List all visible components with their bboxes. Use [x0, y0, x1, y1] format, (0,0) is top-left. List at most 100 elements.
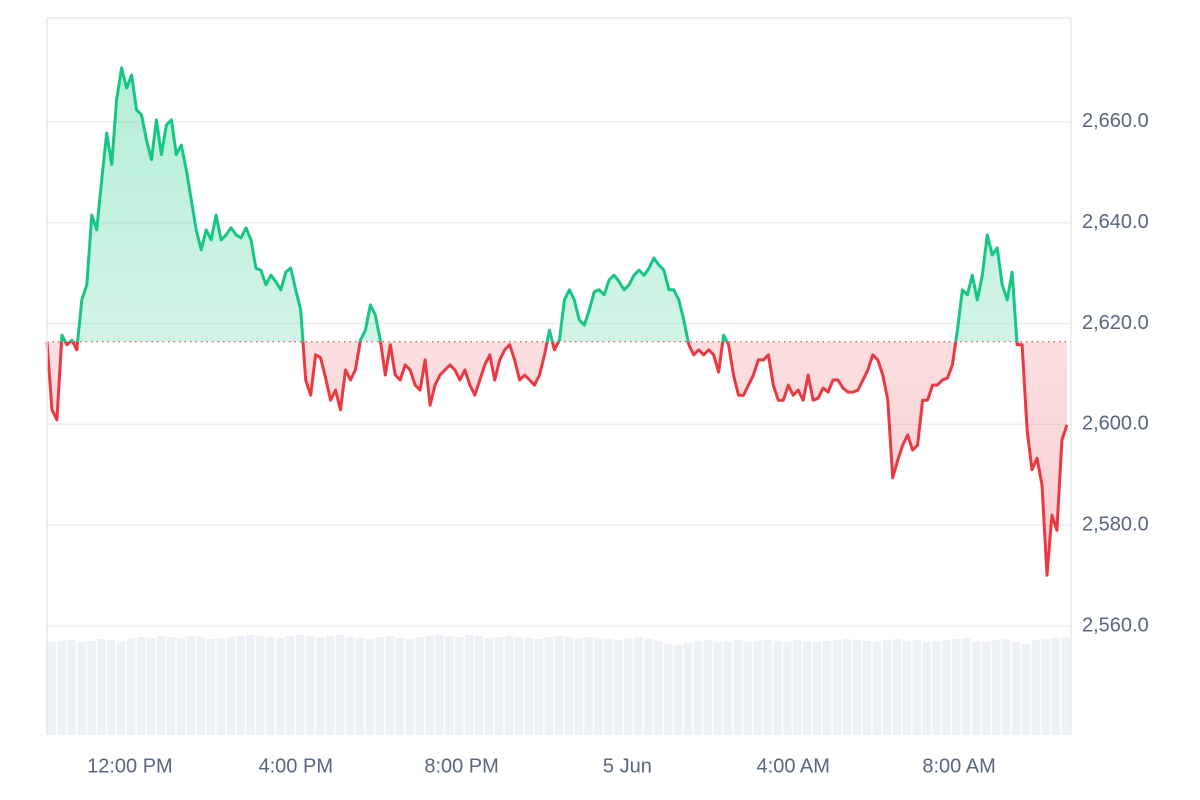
volume-bar	[753, 641, 762, 735]
volume-bar	[803, 641, 812, 735]
volume-bar	[693, 641, 703, 735]
volume-bar	[1031, 640, 1041, 735]
volume-bar	[564, 637, 573, 735]
volume-bar	[653, 641, 663, 735]
y-tick-label: 2,640.0	[1082, 211, 1149, 233]
volume-bar	[852, 640, 862, 735]
volume-bar	[1011, 642, 1021, 735]
volume-bar	[882, 640, 892, 735]
volume-bar	[465, 635, 474, 735]
y-tick-label: 2,620.0	[1082, 312, 1149, 334]
volume-bar	[296, 635, 305, 735]
volume-bar	[644, 639, 653, 735]
volume-bar	[982, 642, 991, 735]
volume-bar	[455, 637, 464, 735]
volume-bar	[405, 639, 414, 735]
volume-bar	[1041, 639, 1051, 735]
x-tick-label: 5 Jun	[603, 755, 652, 777]
volume-bar	[206, 639, 216, 735]
x-tick-label: 4:00 PM	[259, 755, 333, 777]
x-tick-label: 4:00 AM	[757, 755, 830, 777]
x-tick-label: 8:00 PM	[424, 755, 498, 777]
volume-bar	[266, 637, 275, 735]
volume-bar	[1001, 639, 1011, 735]
volume-bar	[107, 640, 116, 735]
volume-bar	[594, 638, 603, 735]
volume-bar	[683, 643, 693, 735]
volume-bar	[932, 641, 941, 735]
volume-bar	[624, 638, 633, 735]
volume-bar	[196, 637, 206, 735]
volume-bar	[763, 640, 772, 735]
volume-bar	[127, 638, 136, 735]
volume-bar	[673, 645, 683, 735]
plot	[45, 66, 1071, 577]
volume-bar	[574, 638, 583, 735]
volume-bar	[942, 640, 951, 735]
volume-bar	[166, 637, 176, 735]
y-tick-label: 2,600.0	[1082, 413, 1149, 435]
volume-bar	[912, 640, 921, 735]
volume-bar	[484, 638, 494, 735]
volume-bar	[663, 644, 673, 735]
volume-bar	[57, 641, 66, 735]
volume-bar	[305, 636, 315, 735]
volume-bar	[186, 636, 196, 735]
volume-bar	[813, 642, 822, 735]
volume-bar	[375, 637, 385, 735]
volume-bar	[922, 642, 931, 735]
volume-bar	[872, 642, 882, 735]
volume-bar	[1061, 637, 1070, 735]
price-line-down	[45, 341, 1069, 577]
y-tick-label: 2,560.0	[1082, 614, 1149, 636]
volume-bar	[554, 636, 563, 735]
volume-bar	[156, 636, 166, 735]
volume-bar	[445, 636, 454, 735]
volume-bar	[1051, 638, 1061, 735]
volume-bar	[634, 637, 643, 735]
volume-bar	[842, 639, 852, 735]
volume-bar	[87, 641, 96, 735]
volume-bar	[723, 641, 732, 735]
x-tick-label: 8:00 AM	[922, 755, 995, 777]
x-tick-label: 12:00 PM	[87, 755, 173, 777]
volume-bar	[862, 641, 872, 735]
volume-bar	[345, 637, 355, 735]
volume-bar	[146, 638, 156, 735]
volume-bar	[902, 641, 911, 735]
volume-bar	[47, 642, 56, 735]
volume-bar	[246, 635, 255, 735]
volume-bar	[584, 637, 593, 735]
y-tick-label: 2,580.0	[1082, 514, 1149, 536]
volume-bar	[216, 638, 225, 735]
volume-bar	[713, 642, 723, 735]
volume-bar	[962, 638, 971, 735]
volume-bar	[97, 639, 106, 735]
volume-bar	[991, 640, 1001, 735]
volume-bar	[435, 635, 444, 735]
volume-bar	[614, 640, 623, 735]
volume-bar	[733, 640, 742, 735]
volume-bar	[783, 642, 792, 735]
volume-bar	[494, 637, 504, 735]
volume-bar	[315, 637, 325, 735]
volume-bar	[534, 639, 544, 735]
volume-bar	[385, 636, 394, 735]
volume-bar	[544, 637, 554, 735]
volume-bar	[77, 642, 86, 735]
volume-bar	[952, 639, 961, 735]
volume-bar	[1021, 644, 1031, 735]
volume-bar	[415, 637, 424, 735]
volume-bar	[892, 639, 901, 735]
volume-bar	[256, 636, 265, 735]
volume-bar	[604, 639, 613, 735]
volume-bars	[47, 635, 1070, 735]
volume-bar	[335, 635, 345, 735]
volume-bar	[474, 636, 484, 735]
volume-bar	[793, 640, 802, 735]
axes: 2,560.0 2,580.0 2,600.0 2,620.0 2,640.0 2,660…	[46, 17, 1149, 777]
volume-bar	[276, 638, 285, 735]
volume-bar	[504, 636, 514, 735]
